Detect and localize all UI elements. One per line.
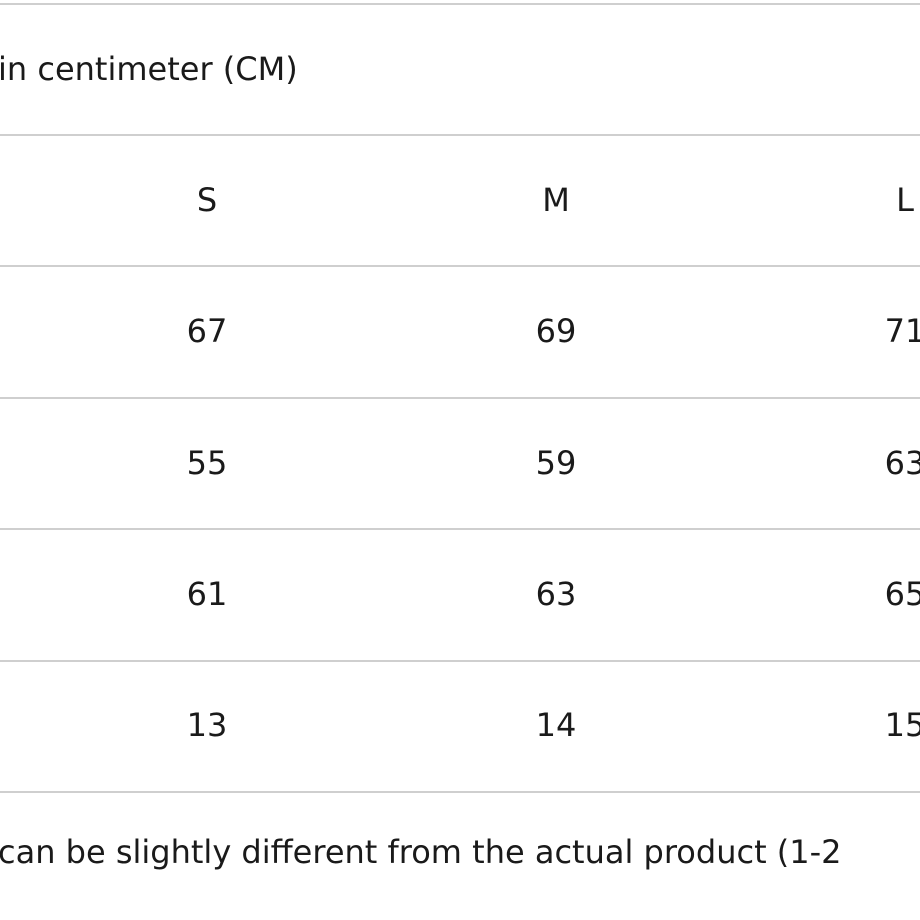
- column-header: S: [196, 180, 218, 219]
- divider: [0, 134, 920, 136]
- table-cell: 69: [535, 312, 577, 351]
- table-cell: 14: [535, 706, 577, 745]
- divider: [0, 791, 920, 793]
- column-header: M: [542, 180, 570, 219]
- divider: [0, 396, 920, 399]
- divider: [0, 265, 920, 268]
- table-cell: 15: [884, 706, 920, 745]
- table-cell: 71: [884, 312, 920, 351]
- table-cell: 13: [186, 706, 228, 745]
- divider: [0, 3, 920, 5]
- divider: [0, 659, 920, 662]
- table-cell: 65: [884, 574, 920, 613]
- table-cell: 55: [186, 443, 228, 482]
- table-cell: 59: [535, 443, 577, 482]
- table-cell: 63: [884, 443, 920, 482]
- footer-note: can be slightly different from the actua…: [0, 833, 842, 871]
- table-title: in centimeter (CM): [0, 50, 298, 88]
- table-cell: 63: [535, 574, 577, 613]
- divider: [0, 528, 920, 531]
- table-cell: 67: [186, 312, 228, 351]
- column-header: L: [896, 180, 914, 219]
- table-cell: 61: [186, 574, 228, 613]
